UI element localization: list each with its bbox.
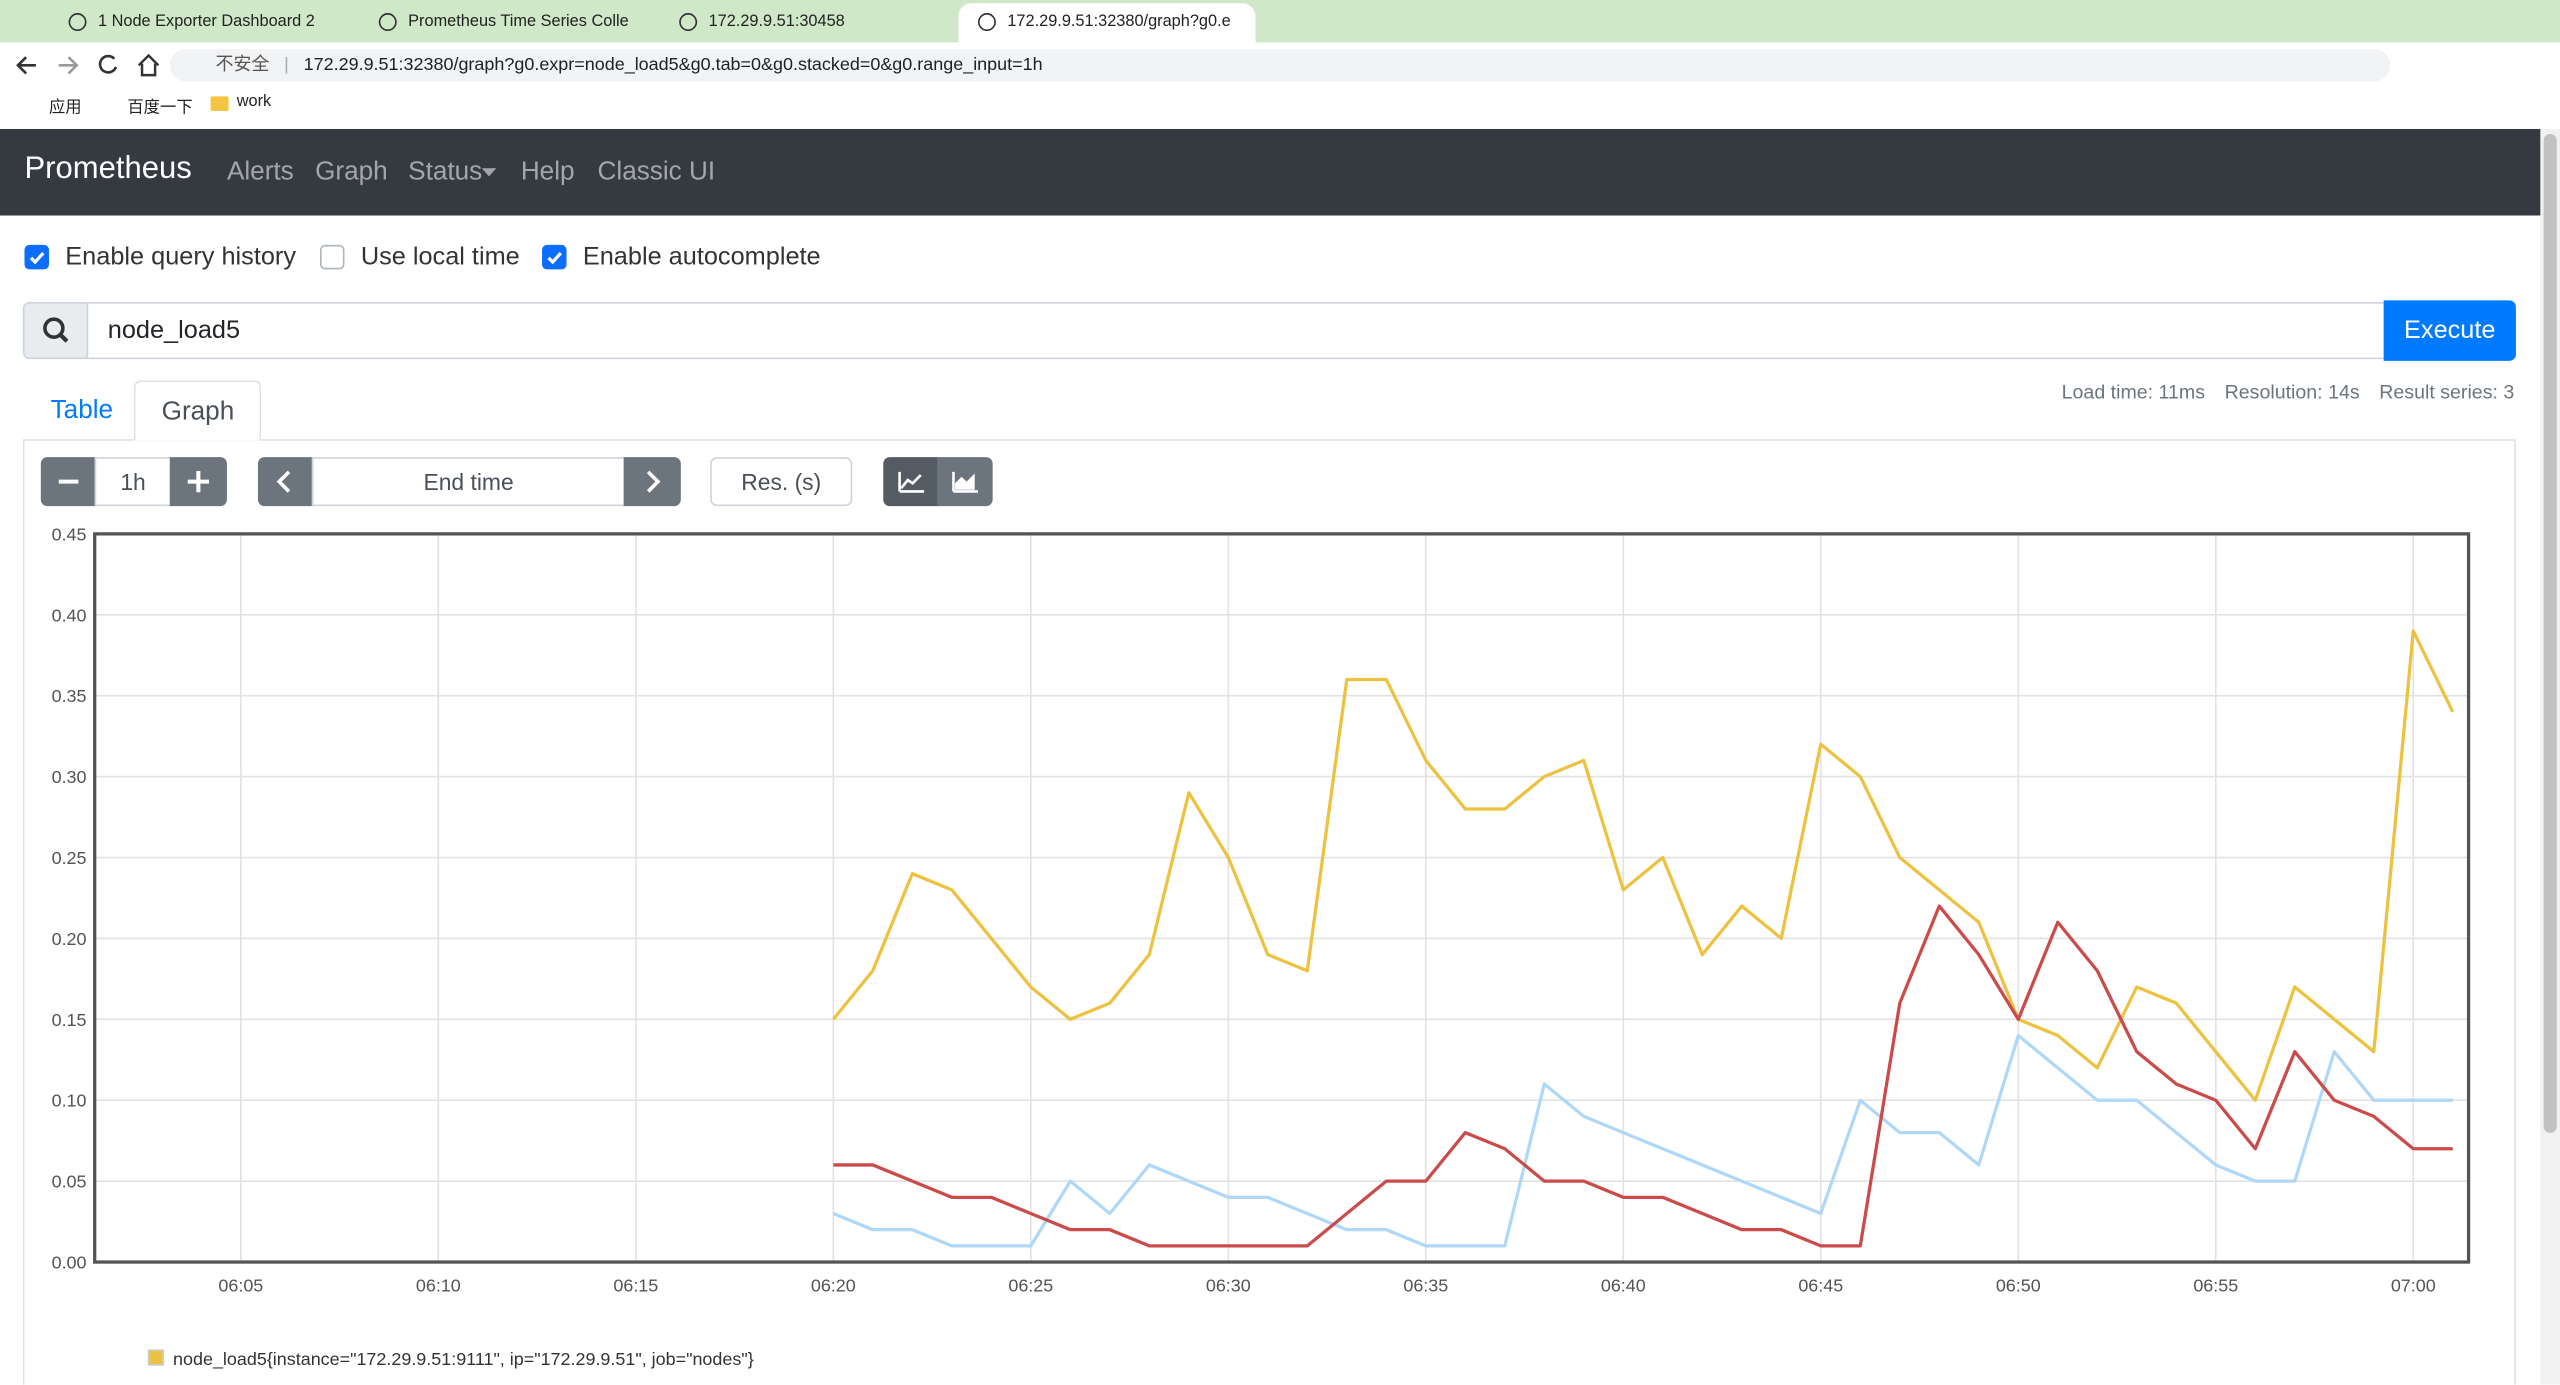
bookmark[interactable]: work — [236, 93, 272, 112]
y-tick-label: 0.30 — [52, 767, 87, 787]
nav-link[interactable]: Graph — [315, 158, 388, 187]
legend-label: node_load5{instance="172.29.9.51:9111", … — [173, 1349, 754, 1370]
url-warning: 不安全 — [215, 55, 270, 76]
option-label: Enable autocomplete — [582, 243, 821, 272]
chart: 0.00 0.05 0.10 0.15 0.20 0.25 0.30 0.35 0.40 0.45… — [52, 524, 2471, 1370]
caret — [481, 168, 497, 177]
checkbox[interactable] — [542, 244, 567, 270]
y-tick-label: 0.25 — [52, 848, 87, 868]
y-tick-label: 0.05 — [52, 1172, 87, 1192]
range-plus[interactable] — [169, 457, 227, 507]
series-line — [832, 629, 2455, 1102]
browser-tab[interactable]: 1 Node Exporter Dashboard 2 — [49, 3, 353, 42]
search-icon — [43, 317, 69, 343]
x-tick-label: 06:25 — [1008, 1275, 1053, 1295]
option-label: Enable query history — [65, 243, 297, 272]
scrollbar-thumb[interactable] — [2543, 133, 2557, 1134]
url-bar[interactable]: 不安全 | 172.29.9.51:32380/graph?g0.expr=no… — [169, 48, 2391, 82]
bookmark[interactable]: 应用 — [48, 99, 82, 118]
option[interactable]: Enable autocomplete — [542, 243, 821, 272]
y-tick-label: 0.45 — [52, 524, 87, 544]
x-tick-label: 07:00 — [2391, 1275, 2436, 1295]
graph-panel — [22, 439, 2516, 1385]
series-line — [833, 904, 2453, 1248]
x-tick-label: 06:20 — [811, 1275, 856, 1295]
y-tick-label: 0.10 — [52, 1091, 87, 1111]
x-tick-label: 06:55 — [2193, 1275, 2238, 1295]
y-tick-label: 0.40 — [52, 605, 87, 625]
end-time-input[interactable]: End time — [311, 457, 626, 507]
panel-tab[interactable]: Table — [50, 396, 114, 425]
option[interactable]: Enable query history — [24, 243, 296, 272]
range-minus[interactable] — [40, 457, 97, 507]
search-addon — [22, 302, 89, 360]
panel-tab[interactable]: Graph — [133, 380, 262, 441]
url: 172.29.9.51:32380/graph?g0.expr=node_loa… — [303, 55, 1043, 76]
browser-tab[interactable]: 172.29.9.51:30458 — [660, 3, 954, 42]
y-tick-label: 0.35 — [52, 686, 87, 706]
browser-tab[interactable]: Prometheus Time Series Colle — [359, 3, 653, 42]
legend-swatch — [147, 1349, 165, 1366]
range-input[interactable]: 1h — [94, 457, 172, 507]
checkbox[interactable] — [24, 244, 49, 270]
stats: Load time: 11ms Resolution: 14s Result ser… — [2042, 380, 2515, 404]
y-tick-label: 0.00 — [52, 1253, 87, 1273]
y-tick-label: 0.20 — [52, 929, 87, 949]
folder-icon — [210, 96, 229, 112]
x-tick-label: 06:15 — [613, 1275, 658, 1295]
x-tick-label: 06:05 — [218, 1275, 263, 1295]
option-label: Use local time — [360, 243, 520, 272]
nav-link[interactable]: Help — [520, 158, 575, 187]
x-tick-label: 06:35 — [1403, 1275, 1448, 1295]
brand[interactable]: Prometheus — [24, 151, 192, 187]
option[interactable]: Use local time — [319, 243, 520, 272]
nav-link[interactable]: Classic UI — [597, 158, 716, 187]
x-tick-label: 06:10 — [416, 1275, 461, 1295]
y-tick-label: 0.15 — [52, 1010, 87, 1030]
nav-dropdown[interactable]: Status — [408, 158, 483, 187]
x-tick-label: 06:45 — [1798, 1275, 1843, 1295]
nav-icons — [16, 53, 160, 77]
series-line — [832, 1033, 2453, 1248]
time-forward[interactable] — [623, 457, 681, 507]
time-back[interactable] — [257, 457, 314, 507]
stat: Load time: 11ms — [2061, 380, 2206, 404]
stat: Resolution: 14s — [2224, 380, 2360, 404]
x-tick-label: 06:50 — [1996, 1275, 2041, 1295]
stacked-button[interactable] — [937, 457, 993, 507]
execute-button[interactable]: Execute — [2383, 300, 2516, 361]
tab-bar — [0, 0, 2560, 43]
navbar — [0, 128, 2541, 216]
plot-frame — [93, 532, 2471, 1264]
resolution-input[interactable]: Res. (s) — [710, 457, 853, 507]
browser-tab-active[interactable]: 172.29.9.51:32380/graph?g0.e — [958, 3, 1256, 43]
x-tick-label: 06:30 — [1206, 1275, 1251, 1295]
x-tick-label: 06:40 — [1601, 1275, 1646, 1295]
bookmark[interactable]: 百度一下 — [127, 99, 193, 118]
unstacked-button[interactable] — [883, 457, 939, 507]
checkbox[interactable] — [319, 244, 345, 270]
nav-link[interactable]: Alerts — [226, 158, 294, 187]
stat: Result series: 3 — [2379, 380, 2515, 404]
query-input[interactable]: node_load5 — [86, 302, 2386, 360]
